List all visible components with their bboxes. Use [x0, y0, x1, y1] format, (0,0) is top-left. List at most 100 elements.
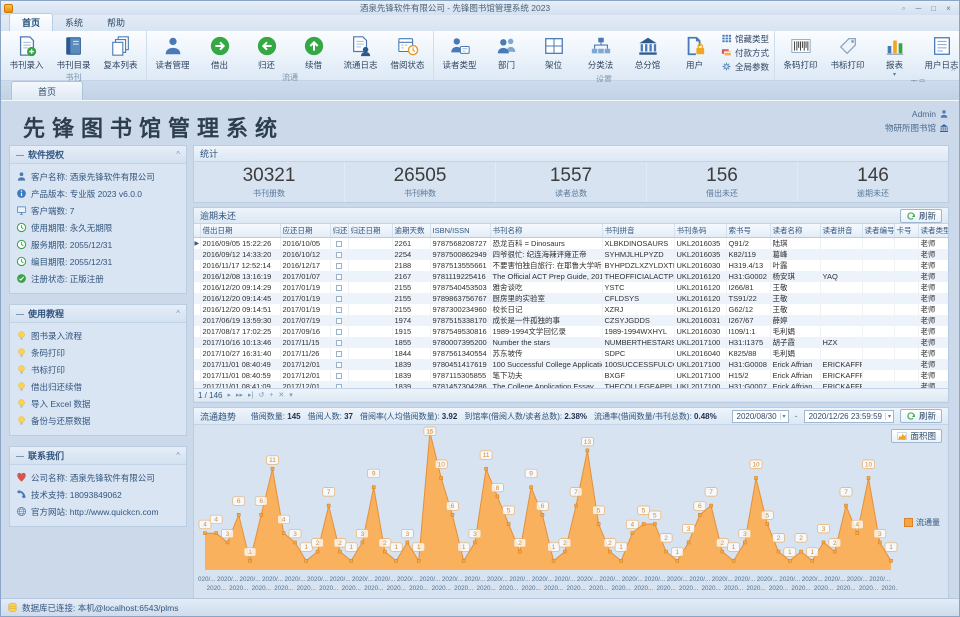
ribbon-button-读者管理[interactable]: 读者管理	[149, 32, 196, 71]
return-checkbox[interactable]	[336, 351, 342, 357]
ribbon-small-button-全局参数[interactable]: 全局参数	[721, 60, 769, 73]
return-checkbox[interactable]	[336, 274, 342, 280]
pager-nav-icon[interactable]: ▸▸	[236, 391, 243, 399]
column-header[interactable]: 书刊条码	[674, 224, 726, 238]
table-row[interactable]: 2017/11/01 08:40:592017/12/0118399787115…	[194, 370, 948, 381]
maximize-button[interactable]: □	[927, 3, 940, 14]
ribbon-button-借出[interactable]: 借出	[196, 32, 243, 71]
ribbon-button-读者类型[interactable]: 读者类型	[436, 32, 483, 73]
table-row[interactable]: 2017/11/01 08:41:092017/12/0118399781457…	[194, 381, 948, 388]
column-header[interactable]: 索书号	[726, 224, 770, 238]
column-header[interactable]: ISBN/ISSN	[430, 224, 490, 238]
table-row[interactable]: ▶2016/09/05 15:22:262016/10/052261978756…	[194, 238, 948, 250]
trend-refresh-button[interactable]: 刷新	[900, 409, 942, 423]
ribbon-small-button-馆藏类型[interactable]: 馆藏类型	[721, 32, 769, 45]
sidebar-row[interactable]: 借出归还续借	[16, 378, 180, 395]
date-from-picker[interactable]: 2020/08/30▾	[732, 410, 789, 423]
tab-home[interactable]: 首页	[11, 81, 83, 100]
return-checkbox[interactable]	[336, 285, 342, 291]
chevron-down-icon[interactable]: ▾	[885, 413, 891, 420]
ribbon-button-借阅状态[interactable]: 借阅状态	[384, 32, 431, 71]
ribbon-button-报表[interactable]: 报表▾	[871, 32, 918, 77]
date-to-picker[interactable]: 2020/12/26 23:59:59▾	[804, 410, 894, 423]
ribbon-button-复本列表[interactable]: 复本列表	[97, 32, 144, 71]
return-checkbox[interactable]	[336, 252, 342, 258]
ribbon-button-架位[interactable]: 架位	[530, 32, 577, 73]
menu-tab-首页[interactable]: 首页	[9, 13, 53, 31]
table-row[interactable]: 2016/12/20 09:14:512017/01/1921559787300…	[194, 304, 948, 315]
column-header[interactable]: 应还日期	[280, 224, 330, 238]
ribbon-button-分类法[interactable]: 分类法	[577, 32, 624, 73]
collapse-icon[interactable]: ^	[176, 309, 180, 318]
ribbon-button-书刊目录[interactable]: 书刊目录	[50, 32, 97, 71]
table-row[interactable]: 2016/12/20 09:14:452017/01/1921559789863…	[194, 293, 948, 304]
column-header[interactable]: 书刊名称	[490, 224, 602, 238]
menu-tab-帮助[interactable]: 帮助	[95, 14, 137, 31]
chevron-down-icon[interactable]: ▾	[780, 413, 786, 420]
column-header[interactable]: 读者拼音	[820, 224, 862, 238]
close-button[interactable]: ×	[942, 3, 955, 14]
ribbon-button-部门[interactable]: 部门	[483, 32, 530, 73]
cell: 100 Successful College Application Essay…	[490, 359, 602, 370]
pager-nav-icon[interactable]: ↺	[258, 391, 264, 399]
pager-nav-icon[interactable]: ▸	[227, 391, 231, 399]
return-checkbox[interactable]	[336, 307, 342, 313]
return-checkbox[interactable]	[336, 362, 342, 368]
column-header[interactable]: 归还日期	[348, 224, 392, 238]
column-header[interactable]: 逾期天数	[392, 224, 430, 238]
return-checkbox[interactable]	[336, 384, 342, 388]
ribbon-small-button-付款方式[interactable]: 付款方式	[721, 46, 769, 59]
overdue-refresh-button[interactable]: 刷新	[900, 209, 942, 223]
cell: 叶露	[770, 260, 820, 271]
pager-nav-icon[interactable]: +	[269, 392, 273, 399]
sidebar-row[interactable]: 条码打印	[16, 344, 180, 361]
overdue-table[interactable]: 借出日期应还日期归还归还日期逾期天数ISBN/ISSN书刊名称书刊拼音书刊条码索…	[194, 224, 948, 388]
column-header[interactable]: 读者类型	[918, 224, 948, 238]
ribbon-button-用户[interactable]: 用户	[671, 32, 718, 73]
table-row[interactable]: 2016/12/08 13:16:192017/01/0721679781119…	[194, 271, 948, 282]
sidebar-row[interactable]: 导入 Excel 数据	[16, 395, 180, 412]
return-checkbox[interactable]	[336, 296, 342, 302]
table-row[interactable]: 2017/10/27 16:31:402017/11/2618449787561…	[194, 348, 948, 359]
ribbon-button-书刊录入[interactable]: 书刊录入	[3, 32, 50, 71]
ribbon-button-流通日志[interactable]: 流通日志	[337, 32, 384, 71]
sidebar-row[interactable]: 图书录入流程	[16, 327, 180, 344]
column-header[interactable]: 读者名称	[770, 224, 820, 238]
column-header[interactable]: 归还	[330, 224, 348, 238]
return-checkbox[interactable]	[336, 318, 342, 324]
ribbon-button-总分馆[interactable]: 总分馆	[624, 32, 671, 73]
collapse-icon[interactable]: ^	[176, 451, 180, 460]
table-row[interactable]: 2017/11/01 08:40:492017/12/0118399780451…	[194, 359, 948, 370]
ribbon-button-书标打印[interactable]: 书标打印	[824, 32, 871, 77]
ribbon-button-归还[interactable]: 归还	[243, 32, 290, 71]
column-header[interactable]: 读者编号	[862, 224, 894, 238]
sidebar-row[interactable]: 备份与还原数据	[16, 412, 180, 429]
return-checkbox[interactable]	[336, 373, 342, 379]
table-row[interactable]: 2016/12/20 09:14:292017/01/1921559787540…	[194, 282, 948, 293]
table-row[interactable]: 2016/11/17 12:52:142016/12/1721889787513…	[194, 260, 948, 271]
ribbon-button-续借[interactable]: 续借	[290, 32, 337, 71]
chart-type-button[interactable]: 面积图	[891, 429, 942, 443]
column-header[interactable]: 卡号	[894, 224, 918, 238]
table-row[interactable]: 2017/08/17 17:02:252017/09/1619159787549…	[194, 326, 948, 337]
collapse-icon[interactable]: ^	[176, 150, 180, 159]
sidebar-row[interactable]: 书标打印	[16, 361, 180, 378]
table-row[interactable]: 2016/09/12 14:33:202016/10/1222549787500…	[194, 249, 948, 260]
table-row[interactable]: 2017/06/19 13:59:302017/07/1919749787515…	[194, 315, 948, 326]
menu-tab-系统[interactable]: 系统	[53, 14, 95, 31]
column-header[interactable]: 借出日期	[200, 224, 280, 238]
pager-nav-icon[interactable]: ▸|	[248, 391, 253, 399]
ribbon-button-条码打印[interactable]: 条码打印	[777, 32, 824, 77]
ribbon-collapse-icon[interactable]: ^	[951, 67, 955, 76]
minimize-button[interactable]: ─	[912, 3, 925, 14]
return-checkbox[interactable]	[336, 263, 342, 269]
return-checkbox[interactable]	[336, 329, 342, 335]
pager-nav-icon[interactable]: ▾	[289, 391, 293, 399]
svg-text:3: 3	[473, 531, 477, 538]
options-button[interactable]: ▫	[897, 3, 910, 14]
column-header[interactable]: 书刊拼音	[602, 224, 674, 238]
return-checkbox[interactable]	[336, 340, 342, 346]
table-row[interactable]: 2017/10/16 10:13:462017/11/1518559780007…	[194, 337, 948, 348]
pager-nav-icon[interactable]: ✕	[278, 391, 284, 399]
return-checkbox[interactable]	[336, 241, 342, 247]
